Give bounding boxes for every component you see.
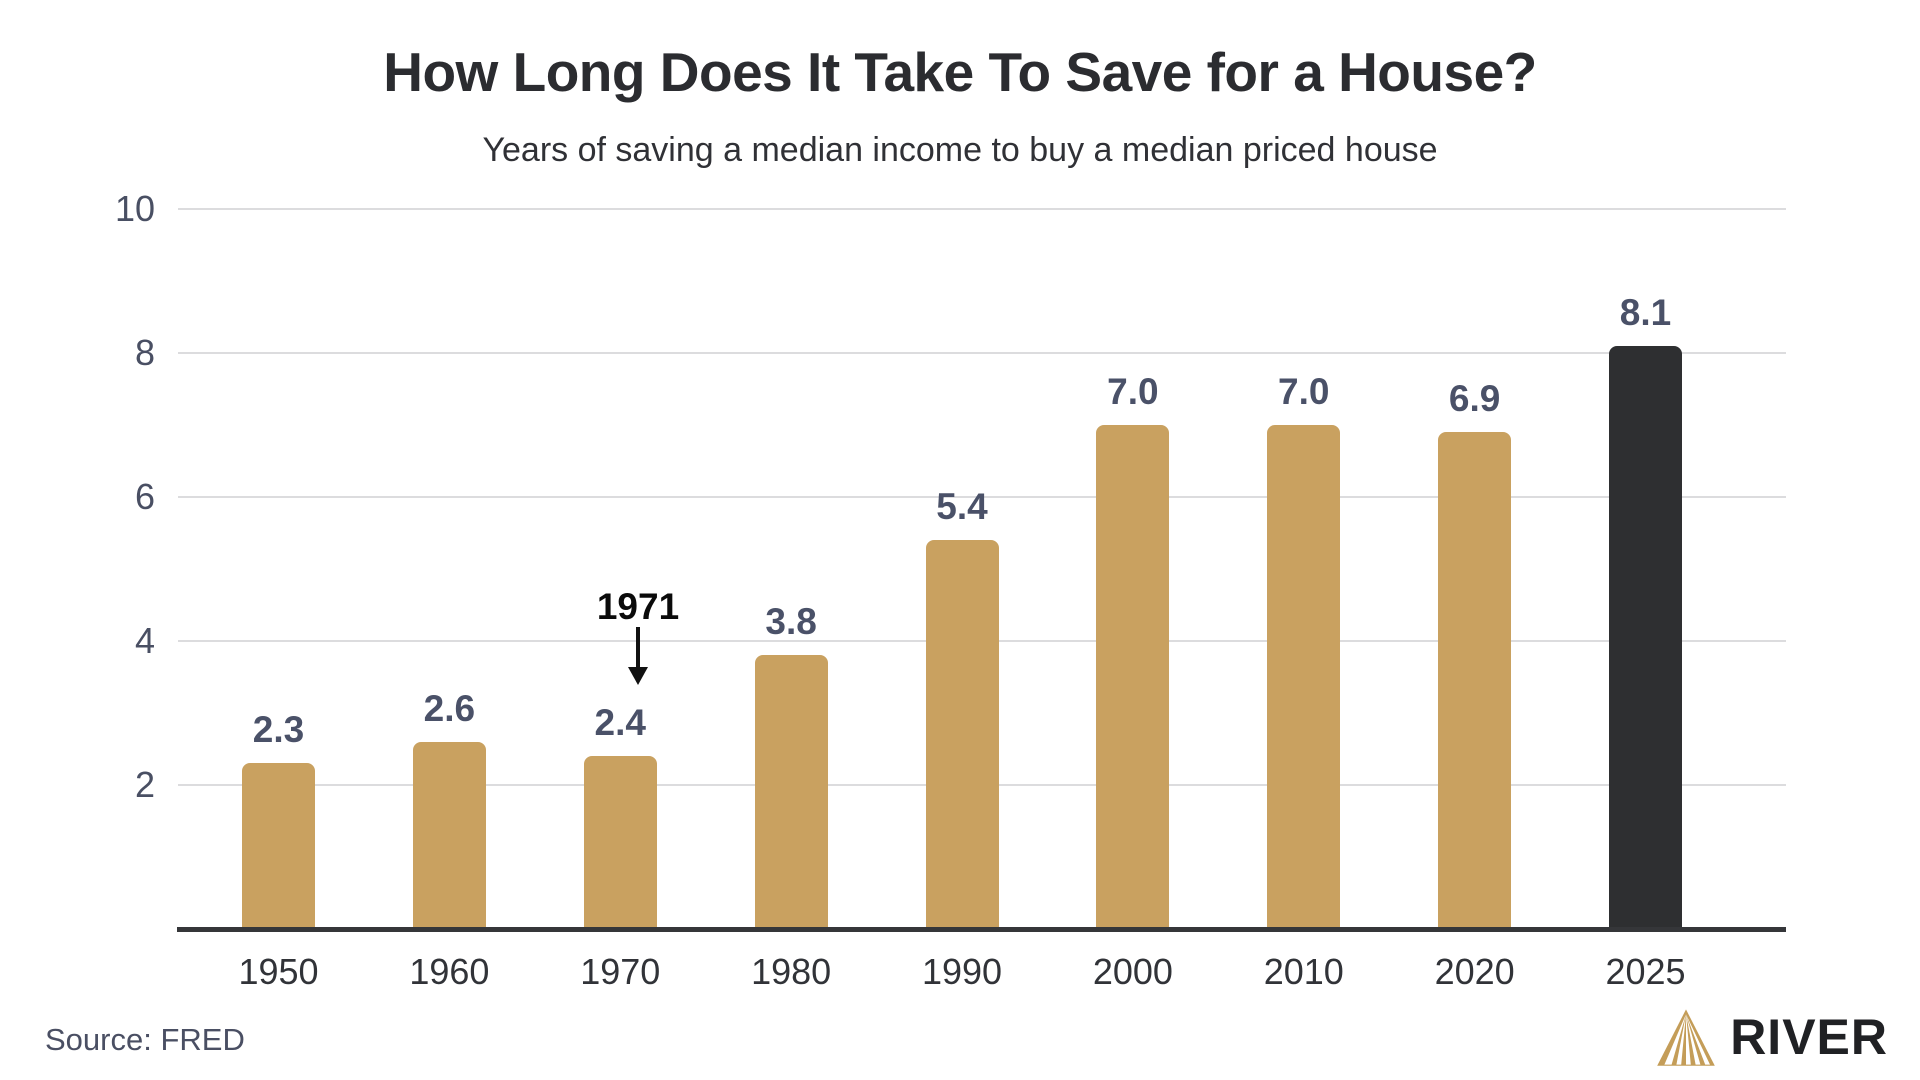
value-label-1990: 5.4: [936, 486, 988, 527]
bar-slot-2025: 8.1 2025: [1605, 209, 1685, 992]
source-label: Source: FRED: [45, 1022, 245, 1057]
down-arrow-icon: [628, 627, 648, 685]
x-tick-label-1960: 1960: [409, 951, 490, 992]
value-label-1960: 2.6: [423, 688, 476, 729]
bars-row: 2.3 1950 2.6 1960 2.4 1970 3.8 1980 5.4 1990 7.0 20…: [178, 209, 1786, 992]
y-tick-label-2: 2: [134, 764, 155, 805]
value-label-1950: 2.3: [252, 709, 305, 750]
x-axis-line: [177, 927, 1786, 932]
value-label-1970: 2.4: [594, 702, 646, 743]
x-tick-label-2020: 2020: [1434, 951, 1515, 992]
x-tick-label-1980: 1980: [751, 951, 832, 992]
chart-title: How Long Does It Take To Save for a Hous…: [383, 41, 1537, 103]
value-label-2020: 6.9: [1448, 378, 1501, 419]
gridline-10: [178, 208, 1786, 210]
bar-slot-1990: 5.4 1990: [922, 209, 1002, 992]
bar-slot-1950: 2.3 1950: [238, 209, 318, 992]
bar-2025: [1609, 346, 1682, 929]
x-tick-label-2000: 2000: [1092, 951, 1173, 992]
x-tick-label-2010: 2010: [1263, 951, 1344, 992]
bar-slot-1960: 2.6 1960: [409, 209, 489, 992]
bar-1960: [412, 742, 486, 929]
river-logo-text: RIVER: [1730, 1009, 1888, 1065]
bar-slot-2000: 7.0 2000: [1093, 209, 1173, 992]
x-tick-label-1950: 1950: [238, 951, 319, 992]
value-label-2010: 7.0: [1278, 371, 1330, 412]
gridline-6: [178, 496, 1786, 498]
bar-2020: [1438, 432, 1512, 929]
x-tick-label-1970: 1970: [580, 951, 661, 992]
y-tick-label-10: 10: [114, 188, 155, 229]
river-logo-icon: [1657, 1009, 1715, 1066]
plot-area: 2.3 1950 2.6 1960 2.4 1970 3.8 1980 5.4 1990 7.0 20…: [178, 208, 1786, 992]
y-tick-label-4: 4: [134, 620, 155, 661]
x-tick-label-1990: 1990: [921, 951, 1003, 992]
bar-1950: [242, 763, 315, 929]
chart-subtitle: Years of saving a median income to buy a…: [482, 131, 1438, 169]
value-label-1980: 3.8: [765, 601, 817, 642]
bar-slot-2020: 6.9 2020: [1435, 209, 1515, 992]
annotation-1971-label: 1971: [596, 586, 680, 627]
y-tick-label-8: 8: [134, 332, 155, 373]
value-label-2000: 7.0: [1107, 371, 1159, 412]
y-tick-label-6: 6: [134, 476, 155, 517]
bar-2000: [1096, 425, 1170, 929]
bar-1980: [754, 655, 828, 929]
x-tick-label-2025: 2025: [1605, 951, 1686, 992]
bar-slot-2010: 7.0 2010: [1264, 209, 1344, 992]
bar-1970: [583, 756, 657, 929]
value-label-2025: 8.1: [1619, 292, 1672, 333]
bar-slot-1970: 2.4 1970: [580, 209, 660, 992]
bar-slot-1980: 3.8 1980: [751, 209, 831, 992]
bar-2010: [1267, 425, 1341, 929]
river-logo: RIVER: [1655, 1007, 1888, 1067]
bar-1990: [925, 540, 999, 929]
gridline-8: [178, 352, 1786, 354]
